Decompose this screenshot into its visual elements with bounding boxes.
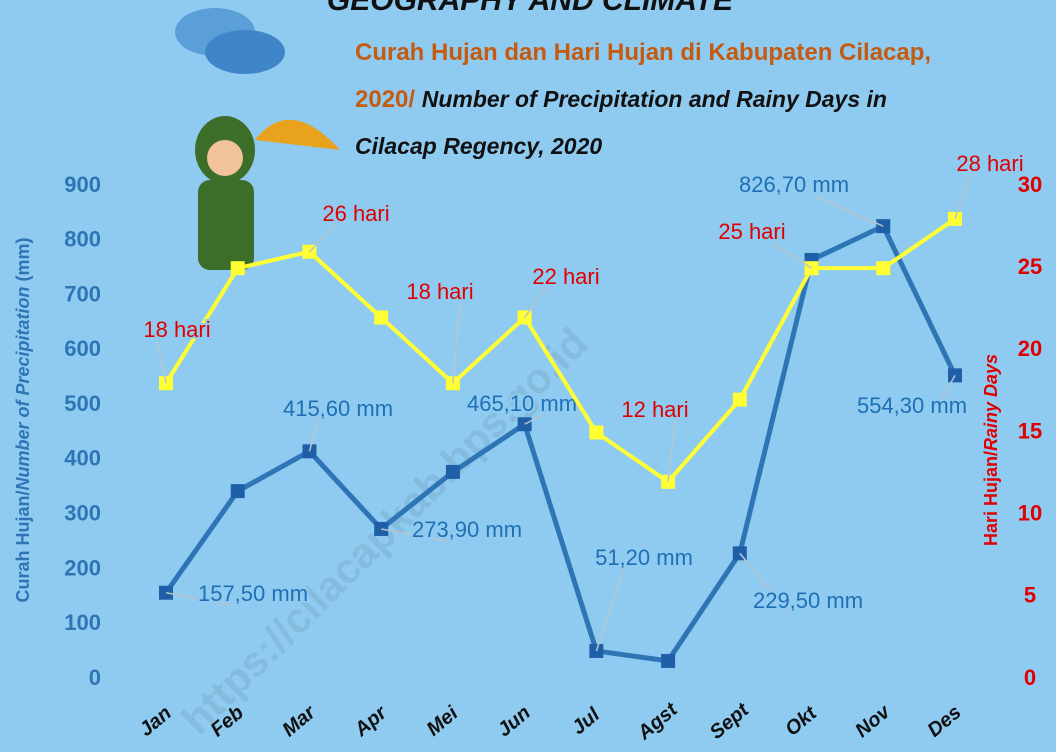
x-tick-label: Nov xyxy=(851,700,896,742)
y-tick-label: 400 xyxy=(64,446,101,471)
data-point xyxy=(876,261,890,275)
data-label: 465,10 mm xyxy=(467,391,577,416)
x-tick-label: Okt xyxy=(781,701,822,740)
y-tick-label: 200 xyxy=(64,555,101,580)
y2-tick-label: 25 xyxy=(1018,254,1042,279)
data-label: 28 hari xyxy=(956,151,1023,176)
y-tick-label: 900 xyxy=(64,172,101,197)
y2-label-en: Rainy Days xyxy=(981,354,1001,451)
data-label: 25 hari xyxy=(718,219,785,244)
x-tick-label: Agst xyxy=(633,698,683,745)
x-tick-label: Sept xyxy=(706,698,754,744)
data-label: 18 hari xyxy=(143,317,210,342)
x-tick-label: Des xyxy=(923,701,965,741)
y-label-unit: (mm) xyxy=(13,237,33,286)
leader-line xyxy=(525,288,546,317)
data-label: 51,20 mm xyxy=(595,545,693,570)
y-label-en: Number of Precipitation xyxy=(13,286,33,490)
y2-label-id: Hari Hujan/ xyxy=(981,451,1001,546)
subtitle-en: Number of Precipitation and Rainy Days i… xyxy=(355,86,887,159)
data-point xyxy=(374,310,388,324)
y2-tick-label: 10 xyxy=(1018,500,1042,525)
y-label-id: Curah Hujan/ xyxy=(13,491,33,603)
data-label: 826,70 mm xyxy=(739,172,849,197)
data-label: 18 hari xyxy=(406,279,473,304)
data-label: 273,90 mm xyxy=(412,517,522,542)
x-tick-label: Jun xyxy=(493,702,534,742)
data-label: 26 hari xyxy=(322,201,389,226)
y2-axis-label: Hari Hujan/Rainy Days xyxy=(981,354,1001,546)
leader-line xyxy=(453,303,460,383)
data-point xyxy=(446,465,460,479)
subtitle: Curah Hujan dan Hari Hujan di Kabupaten … xyxy=(355,30,955,170)
data-label: 229,50 mm xyxy=(753,588,863,613)
data-label: 157,50 mm xyxy=(198,581,308,606)
x-tick-label: Jan xyxy=(135,702,176,741)
leader-line xyxy=(309,225,336,252)
data-label: 415,60 mm xyxy=(283,396,393,421)
data-label: 22 hari xyxy=(532,264,599,289)
data-point xyxy=(231,261,245,275)
title: GEOGRAPHY AND CLIMATE xyxy=(327,0,734,17)
data-label: 12 hari xyxy=(621,397,688,422)
x-tick-label: Jul xyxy=(568,703,605,739)
y-tick-label: 700 xyxy=(64,281,101,306)
data-label: 554,30 mm xyxy=(857,393,967,418)
x-tick-label: Mar xyxy=(278,701,320,741)
y-tick-label: 100 xyxy=(64,610,101,635)
y2-tick-label: 15 xyxy=(1018,418,1042,443)
y2-tick-label: 5 xyxy=(1024,583,1036,608)
y-tick-label: 500 xyxy=(64,391,101,416)
data-point xyxy=(733,393,747,407)
leader-line xyxy=(814,196,883,226)
y2-tick-label: 0 xyxy=(1024,665,1036,690)
leader-line xyxy=(596,569,624,651)
y2-tick-label: 20 xyxy=(1018,336,1042,361)
leader-line xyxy=(955,175,970,219)
y-tick-label: 800 xyxy=(64,227,101,252)
illustration xyxy=(175,8,340,270)
page: GEOGRAPHY AND CLIMATE https://cilacapkab… xyxy=(0,0,1056,752)
y-tick-label: 600 xyxy=(64,336,101,361)
y-axis-label: Curah Hujan/Number of Precipitation (mm) xyxy=(13,237,33,602)
data-point xyxy=(661,654,675,668)
data-point xyxy=(589,426,603,440)
x-tick-label: Apr xyxy=(350,701,392,741)
y-tick-label: 0 xyxy=(89,665,101,690)
y-tick-label: 300 xyxy=(64,500,101,525)
data-point xyxy=(231,484,245,498)
x-tick-label: Mei xyxy=(423,702,463,741)
